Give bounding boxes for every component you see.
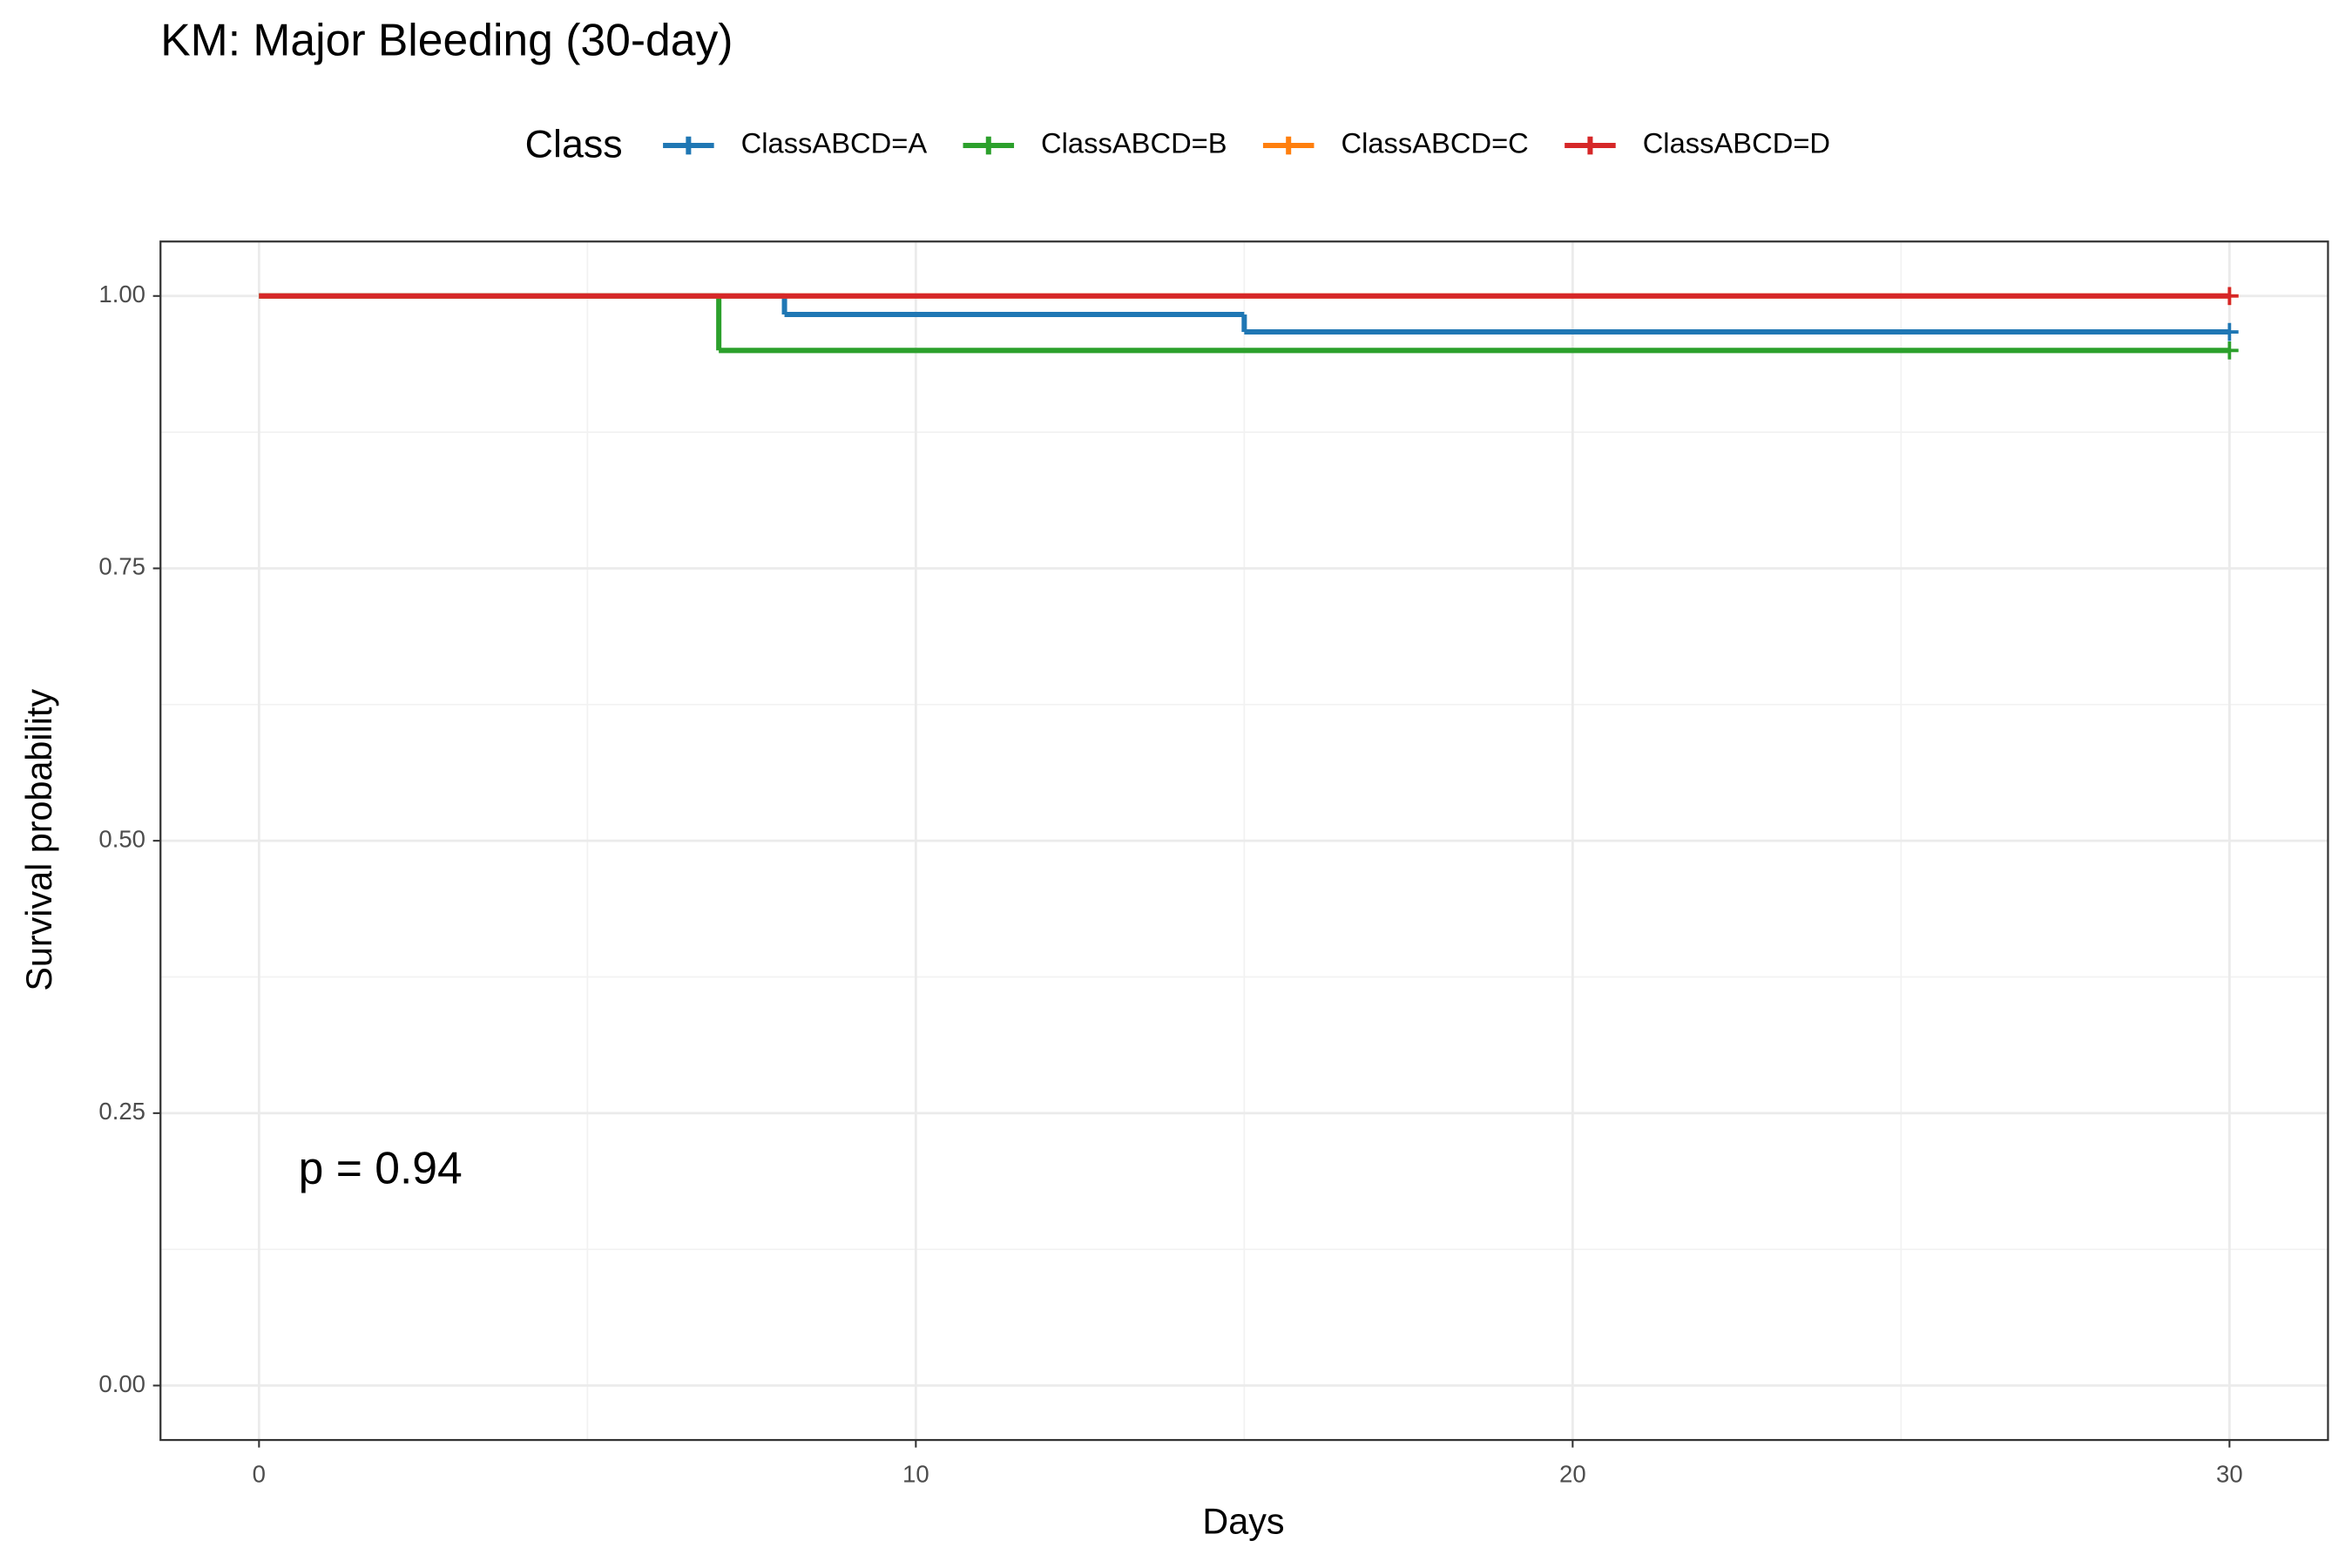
legend-label: ClassABCD=A bbox=[741, 127, 928, 159]
censor-mark bbox=[2220, 287, 2239, 306]
legend-key bbox=[663, 136, 714, 155]
y-tick-label: 0.25 bbox=[98, 1098, 145, 1125]
legend-key bbox=[1565, 136, 1616, 155]
legend-key bbox=[1262, 136, 1315, 155]
chart-title: KM: Major Bleeding (30-day) bbox=[160, 15, 733, 65]
x-tick-label: 0 bbox=[253, 1461, 266, 1488]
x-tick-label: 20 bbox=[1559, 1461, 1586, 1488]
censor-mark bbox=[2220, 341, 2239, 360]
y-axis-label: Survival probability bbox=[19, 689, 59, 991]
legend-title: Class bbox=[525, 123, 623, 166]
legend-label: ClassABCD=D bbox=[1643, 127, 1830, 159]
plot-border bbox=[159, 240, 2329, 1442]
x-tick-label: 10 bbox=[902, 1461, 929, 1488]
annotation: p = 0.94 bbox=[299, 1142, 463, 1193]
legend-key bbox=[963, 136, 1015, 155]
y-tick-label: 0.00 bbox=[98, 1370, 145, 1397]
censor-mark bbox=[2220, 322, 2239, 341]
y-tick-label: 1.00 bbox=[98, 280, 145, 308]
x-axis-label: Days bbox=[1202, 1501, 1284, 1541]
legend-label: ClassABCD=B bbox=[1041, 127, 1227, 159]
legend-label: ClassABCD=C bbox=[1341, 127, 1528, 159]
y-tick-label: 0.50 bbox=[98, 825, 145, 852]
y-tick-label: 0.75 bbox=[98, 553, 145, 580]
x-tick-label: 30 bbox=[2216, 1461, 2243, 1488]
